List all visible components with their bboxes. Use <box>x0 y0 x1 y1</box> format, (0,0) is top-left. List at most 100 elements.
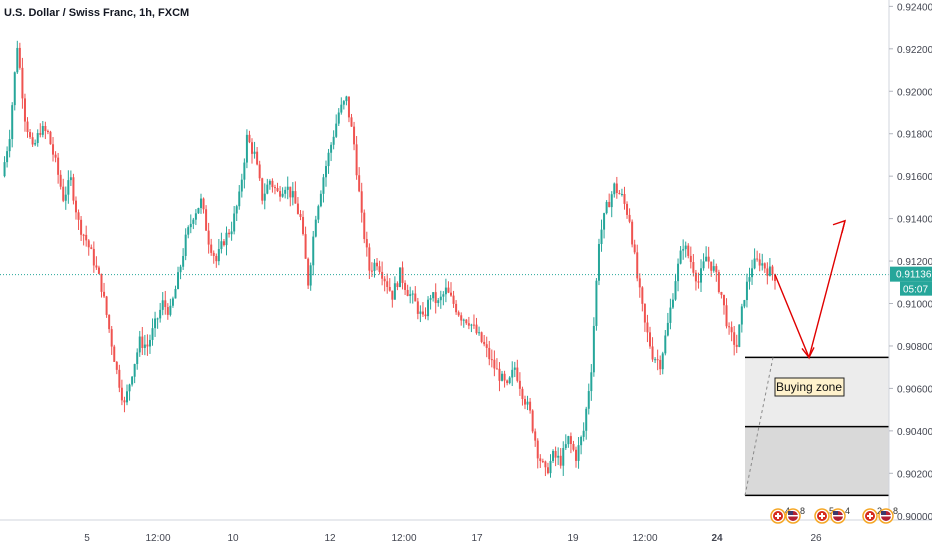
candle-body <box>156 318 159 320</box>
candle-body <box>342 101 345 105</box>
candle-body <box>580 436 583 446</box>
swiss-flag-icon[interactable]: 5 <box>814 506 834 524</box>
y-tick-label: 0.90400 <box>897 427 932 438</box>
candle-body <box>376 262 379 267</box>
badge-count: 4 <box>845 506 850 516</box>
candle-body <box>414 293 417 302</box>
candle-body <box>700 268 703 283</box>
badge-count: 2 <box>877 506 882 516</box>
cross-h <box>819 515 825 517</box>
candle-body <box>82 234 85 236</box>
candle-body <box>735 344 738 347</box>
candle-body <box>689 255 692 263</box>
candle-body <box>330 144 333 153</box>
candle-body <box>766 268 769 276</box>
candle-body <box>368 247 371 271</box>
candle-body <box>148 339 151 347</box>
candle-body <box>393 283 396 300</box>
candle-body <box>34 143 37 145</box>
candle-body <box>452 295 455 304</box>
candle-body <box>118 369 121 388</box>
forecast-arrow <box>774 220 846 360</box>
candle-body <box>314 219 317 237</box>
canton <box>833 511 838 515</box>
candle-body <box>319 193 322 207</box>
candle-body <box>192 219 195 224</box>
candle-body <box>31 137 34 145</box>
candle-body <box>169 305 172 315</box>
candle-body <box>44 125 47 131</box>
candle-body <box>143 344 146 348</box>
candle-body <box>534 431 537 441</box>
time-axis[interactable]: 5 12:00 10 12 12:00 17 19 12:00 24 26 <box>84 533 822 544</box>
price-axis[interactable]: 0.92400 0.92200 0.92000 0.91800 0.91600 0.914… <box>889 2 932 523</box>
candle-body <box>67 180 70 195</box>
candle-body <box>659 359 662 370</box>
y-tick-label: 0.90200 <box>897 469 932 480</box>
candle-body <box>164 300 167 308</box>
candle-body <box>467 323 470 326</box>
candle-body <box>763 263 766 269</box>
current-price-label-box <box>890 266 932 282</box>
candle-body <box>483 341 486 345</box>
candle-body <box>350 117 353 127</box>
candle-body <box>615 183 618 193</box>
candle-body <box>194 213 197 220</box>
candle-body <box>768 266 771 276</box>
candle-body <box>552 450 555 461</box>
candle-body <box>16 47 19 73</box>
candle-body <box>738 324 741 347</box>
candle-body <box>646 322 649 333</box>
candle-body <box>26 121 29 133</box>
candle-body <box>161 300 164 310</box>
candle-body <box>281 193 284 197</box>
candle-body <box>498 368 501 381</box>
us-flag-icon[interactable]: 8 <box>878 506 898 524</box>
candle-body <box>177 272 180 290</box>
candle-body <box>8 139 11 152</box>
candle-body <box>21 67 24 99</box>
candle-body <box>3 162 6 177</box>
candle-body <box>62 186 65 201</box>
candle-body <box>608 201 611 208</box>
candle-body <box>271 180 274 188</box>
candle-body <box>671 299 674 308</box>
event-badges[interactable]: 485428 <box>770 506 898 524</box>
x-tick-label: 12:00 <box>145 533 170 544</box>
candle-body <box>279 191 282 197</box>
candle-body <box>439 296 442 301</box>
candle-body <box>396 283 399 288</box>
buying-zone-lower[interactable] <box>745 426 889 496</box>
candle-body <box>409 294 412 296</box>
candle-body <box>113 346 116 362</box>
arrowhead-up <box>832 219 846 233</box>
candle-body <box>531 410 534 432</box>
swiss-flag-icon[interactable]: 2 <box>862 506 882 524</box>
candle-body <box>694 272 697 282</box>
candle-body <box>682 249 685 251</box>
candle-body <box>774 274 776 281</box>
us-flag-icon[interactable]: 8 <box>785 506 805 524</box>
candle-body <box>212 252 215 256</box>
candle-body <box>166 307 169 315</box>
candle-body <box>751 268 754 278</box>
candle-body <box>41 125 44 135</box>
candle-body <box>557 455 560 458</box>
candle-body <box>697 281 700 283</box>
candle-body <box>745 281 748 301</box>
candle-body <box>518 380 521 389</box>
us-flag-icon[interactable]: 4 <box>830 506 850 524</box>
candle-body <box>332 136 335 145</box>
candle-body <box>740 306 743 325</box>
x-tick-label: 24 <box>711 533 723 544</box>
candle-body <box>59 174 62 187</box>
canton <box>788 511 793 515</box>
stripe <box>788 515 798 517</box>
candle-body <box>230 231 233 235</box>
candle-body <box>628 214 631 222</box>
candle-body <box>54 154 57 158</box>
candle-body <box>115 361 118 370</box>
candle-body <box>240 179 243 192</box>
candle-body <box>401 267 404 283</box>
